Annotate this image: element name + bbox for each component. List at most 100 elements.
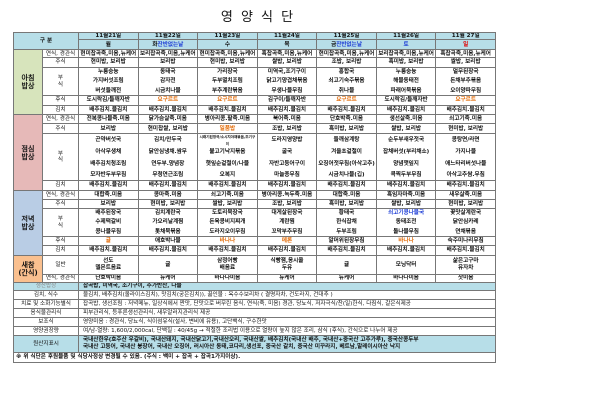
info-label: 원산지표시	[13, 334, 79, 353]
menu-item: 현미밥, 보리밥	[137, 198, 199, 210]
menu-item: 연두부.양념장	[137, 157, 199, 171]
sub-label: 김치	[42, 245, 79, 256]
sub-label: 김치	[42, 179, 79, 191]
menu-item: 흑미밥, 보리밥	[375, 57, 437, 68]
info-label: 김치, 식수	[13, 289, 79, 300]
menu-item: 북어죽.미음	[256, 114, 318, 125]
menu-item: 메론	[256, 236, 318, 247]
menu-item: 삶은고구마 유자차	[435, 254, 496, 275]
day-date: 11월26일	[375, 31, 437, 41]
menu-item: 한식잡채	[316, 217, 377, 228]
sub-label: 일반	[42, 254, 79, 275]
menu-item: 배추김치.물김치	[316, 245, 377, 256]
menu-item: 요구르트	[435, 95, 496, 106]
info-value: 잡곡밥, 생선조림 : 저녁메뉴, 일상식에서 짠맛, 단맛으로 버무린 음식,…	[78, 298, 496, 309]
menu-item: 콩마죽.미음	[137, 189, 199, 200]
menu-item: 생선살죽.미음	[375, 114, 437, 125]
menu-item: 배추김치.물김치	[375, 104, 437, 116]
day-weekday-cell: 목	[256, 39, 318, 51]
menu-item: 오이양파무침	[435, 86, 496, 97]
info-label: 생산밥상	[13, 281, 79, 291]
day-date: 11월25일	[316, 31, 377, 41]
menu-item: 잡채버섯(부리채소)	[375, 147, 437, 158]
header-label: 구 분	[13, 31, 79, 51]
menu-item: 현미찹곡죽,미음,뉴케어	[78, 49, 139, 59]
menu-item: 보리밥	[78, 198, 139, 210]
menu-item: 바나나	[375, 236, 437, 247]
menu-item: 순두부새우젓국	[375, 133, 437, 148]
menu-item: 부추계란볶음	[197, 86, 258, 97]
menu-item: 파래어묵볶음	[375, 86, 437, 97]
menu-item: 얼무된장국	[435, 66, 496, 77]
menu-item: 도라지영양밥	[256, 133, 318, 148]
menu-item: 시래기된장국/소시지야채볶음,조기구이	[197, 133, 258, 148]
menu-item: 뉴케어	[256, 273, 318, 283]
menu-item: 감자전	[137, 76, 199, 87]
meal-label-snack: 새참 (간식)	[13, 254, 43, 283]
menu-item: 배추김치.물김치	[78, 104, 139, 116]
menu-item: 도시락김/들깨자반	[375, 95, 437, 106]
weekday: 화	[152, 41, 158, 48]
menu-item: 김치계란국	[137, 208, 199, 218]
sub-label: 후식	[42, 236, 79, 247]
weekday: 목	[284, 41, 290, 48]
info-value: 피부관리식, 등푸른생선관리식, 새우알러지관리식 제공	[78, 307, 496, 318]
menu-item: 배추김치.물김치	[137, 104, 199, 116]
menu-item: 귤	[316, 254, 377, 275]
sub-label: 부 식	[42, 133, 79, 181]
menu-item: 겨울초겉절이	[316, 147, 377, 158]
menu-item: 현미찹쌀, 보리밥	[137, 123, 199, 135]
sub-label: 연식, 경관식	[42, 114, 79, 125]
menu-item: 버섯들깨전	[78, 86, 139, 97]
menu-item: 가오리날계찜	[137, 217, 199, 228]
info-label: 음식물관리식	[13, 307, 79, 318]
menu-item: 가지버섯조림	[78, 76, 139, 87]
day-weekday-cell: 토	[375, 39, 437, 51]
day-date: 11월23일	[197, 31, 258, 41]
day-date: 11월24일	[256, 31, 318, 41]
menu-item: 대합죽.미음	[316, 189, 377, 200]
menu-item: 배추김치.물김치	[137, 245, 199, 256]
meal-plan-table: 구 분 11월21일 11월22일 11월23일 11월24일 11월25일 11월26일 1…	[13, 31, 496, 363]
menu-item: 누룽숭늉	[78, 66, 139, 77]
menu-item: 쇠고기죽.미음	[435, 114, 496, 125]
menu-item: 배추김치.물김치	[256, 104, 318, 116]
sub-label: 주식	[42, 57, 79, 68]
menu-item: 단호박죽.미음	[316, 114, 377, 125]
menu-item: 숙주미나리무침	[435, 236, 496, 247]
menu-item: 보리밥	[78, 123, 139, 135]
menu-item: 아삭고추쌈.무침	[435, 170, 496, 181]
menu-item: 조밥, 보리밥	[256, 198, 318, 210]
info-value: 국내산한우(호주산 우갈비), 국내산돼지, 국내산닭고기,국내산오리, 국내산…	[78, 334, 496, 353]
day-weekday-cell: 일	[435, 39, 496, 51]
menu-item: 현미밥, 보리밥	[78, 57, 139, 68]
menu-item: 배추된장국	[78, 208, 139, 218]
no-leftover-day-badge: 잔반없는날	[157, 41, 184, 48]
menu-item: 쌀밥, 보리밥	[197, 198, 258, 210]
menu-item: 배추김치.물김치	[78, 179, 139, 191]
menu-item: 흑미밥, 보리밥	[316, 123, 377, 135]
menu-item: 가지나물	[435, 147, 496, 158]
menu-item: 해물동태전	[375, 76, 437, 87]
menu-item: 김치/만두국	[137, 133, 199, 148]
day-date: 11월 27일	[435, 31, 496, 41]
menu-item: 동태국	[137, 66, 199, 77]
day-weekday-cell: 화잔반없는날	[137, 39, 199, 51]
menu-item: 애느타리버섯나물	[435, 157, 496, 171]
menu-item: 단호박미음	[78, 273, 139, 283]
menu-item: 새우살죽.미음	[435, 189, 496, 200]
weekday: 월	[105, 41, 111, 48]
menu-item: 흑찹곡죽,미음,뉴케어	[435, 49, 496, 59]
menu-item: 돌나물무침	[375, 227, 437, 238]
menu-item: 쇠고기죽.미음	[197, 189, 258, 200]
menu-item: 도시락김/들깨자반	[78, 95, 139, 106]
menu-item: 보리밥	[137, 57, 199, 68]
menu-item: 바나나	[197, 236, 258, 247]
sub-label: 연식, 경관식	[42, 49, 79, 59]
menu-item: 삼정어빵 배음료	[197, 254, 258, 275]
info-value: 잡곡밥, 미역국, 조기구이, 추가반찬, 나물	[78, 281, 496, 291]
weekday: 금	[331, 41, 337, 48]
menu-item: 배추김치.물김치	[435, 104, 496, 116]
sub-label: 후식	[42, 95, 79, 106]
menu-item: 배추김치.물김치	[197, 179, 258, 191]
